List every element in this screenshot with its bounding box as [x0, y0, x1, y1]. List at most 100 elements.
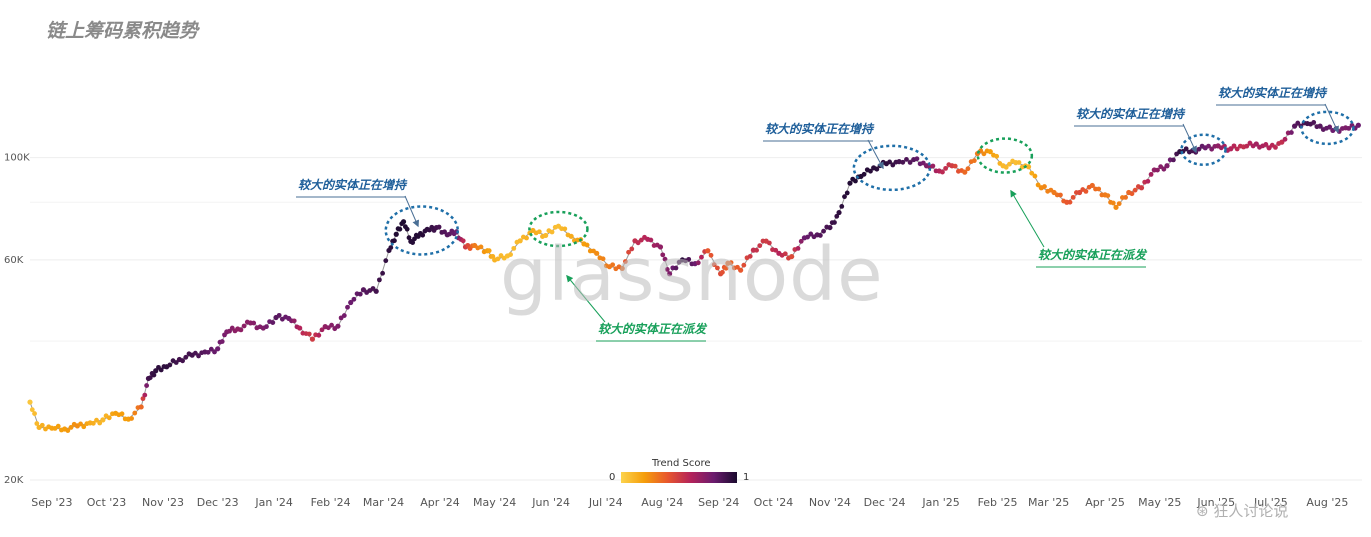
data-point	[896, 159, 902, 165]
annotation-arrow	[566, 274, 606, 323]
data-point	[1132, 187, 1138, 193]
data-point	[662, 256, 668, 262]
annotation-ellipse	[852, 144, 932, 192]
data-point	[1105, 193, 1111, 199]
data-point	[1317, 123, 1323, 129]
annotation-ellipse	[528, 210, 589, 248]
data-point	[1244, 143, 1250, 149]
data-point	[1263, 142, 1269, 147]
data-point	[319, 327, 325, 333]
data-point	[568, 233, 574, 239]
annotation-ellipse	[384, 205, 460, 256]
data-point	[309, 336, 316, 342]
data-point	[27, 399, 33, 405]
x-tick-label: Jul '24	[588, 496, 623, 509]
data-point	[404, 226, 410, 232]
corner-watermark: ⊛ 狂人讨论说	[1196, 502, 1289, 520]
data-point	[695, 260, 701, 266]
data-point	[508, 252, 513, 257]
x-tick-label: Nov '23	[142, 496, 184, 509]
data-point	[144, 383, 150, 388]
data-point	[341, 313, 347, 318]
annotation-ellipse	[976, 137, 1034, 174]
x-tick-label: Oct '23	[87, 496, 127, 509]
data-point	[1096, 186, 1102, 192]
data-point	[1355, 122, 1361, 128]
annotation-ellipse	[1180, 133, 1227, 166]
legend-title: Trend Score	[652, 458, 711, 469]
data-point	[900, 159, 906, 165]
data-point	[180, 358, 186, 364]
data-point	[965, 166, 971, 172]
data-point	[821, 228, 826, 234]
data-point	[839, 204, 845, 209]
data-point	[747, 253, 753, 259]
data-point	[635, 240, 641, 246]
data-point	[907, 160, 913, 165]
data-point	[106, 415, 112, 421]
data-point	[1327, 124, 1333, 130]
x-tick-label: Jun '24	[531, 496, 570, 509]
data-point	[360, 287, 367, 293]
data-point	[1029, 170, 1035, 176]
data-point	[306, 331, 312, 337]
x-tick-label: Apr '25	[1085, 496, 1125, 509]
data-point	[1161, 166, 1167, 172]
data-point	[132, 410, 138, 416]
data-point	[173, 360, 179, 365]
data-point	[805, 234, 811, 240]
data-point	[795, 245, 801, 251]
x-tick-label: Aug '25	[1306, 496, 1348, 509]
data-point	[1032, 173, 1038, 179]
data-point	[1138, 185, 1145, 191]
data-point	[270, 320, 276, 325]
y-tick-label: 20K	[4, 475, 24, 486]
data-point	[827, 224, 833, 231]
data-point	[1295, 120, 1301, 126]
data-point	[1067, 199, 1073, 205]
data-point	[1145, 178, 1151, 184]
x-tick-label: Feb '25	[978, 496, 1018, 509]
data-point	[1311, 120, 1317, 125]
annotation-label: 较大的实体正在增持	[765, 122, 875, 136]
y-axis-ticks: 20K 60K 100K	[4, 153, 30, 486]
data-point	[329, 322, 334, 328]
data-point	[1016, 160, 1022, 165]
data-point	[291, 318, 297, 324]
data-point	[1209, 146, 1215, 152]
data-point	[1183, 146, 1189, 152]
data-point	[264, 324, 269, 330]
data-point	[241, 323, 247, 329]
x-tick-label: Dec '24	[864, 496, 906, 509]
x-tick-label: Feb '24	[311, 496, 351, 509]
data-point	[844, 190, 850, 196]
x-tick-label: Oct '24	[754, 496, 794, 509]
data-point	[817, 233, 823, 238]
data-point	[1231, 143, 1237, 149]
x-tick-label: Apr '24	[420, 496, 460, 509]
data-point	[728, 260, 734, 265]
data-point	[1291, 123, 1298, 129]
data-point	[34, 421, 40, 426]
x-tick-label: May '25	[1138, 496, 1181, 509]
legend-max-label: 1	[743, 472, 750, 483]
data-point	[549, 229, 555, 235]
data-point	[594, 250, 600, 256]
legend-min-label: 0	[609, 472, 616, 483]
data-point	[410, 240, 416, 245]
data-point	[397, 226, 403, 232]
data-point	[741, 262, 747, 268]
data-point	[351, 296, 357, 302]
data-point	[158, 367, 164, 373]
data-point	[757, 243, 763, 249]
data-point	[1349, 122, 1355, 128]
data-point	[335, 323, 341, 329]
data-point	[842, 194, 847, 200]
data-point	[584, 242, 590, 248]
annotation-label: 较大的实体正在派发	[1038, 248, 1148, 262]
data-point	[32, 411, 37, 416]
data-point	[543, 232, 549, 239]
data-point	[65, 428, 71, 434]
data-point	[562, 226, 568, 232]
x-tick-label: May '24	[473, 496, 516, 509]
